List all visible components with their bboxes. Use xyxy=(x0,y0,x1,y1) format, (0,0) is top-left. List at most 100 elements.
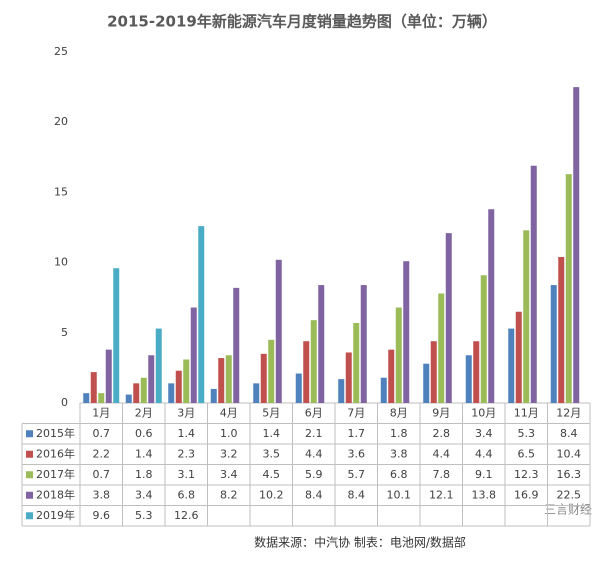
x-tick-label: 4月 xyxy=(220,406,238,419)
x-tick-label: 8月 xyxy=(390,406,408,419)
bar xyxy=(295,373,302,403)
bar xyxy=(198,226,205,403)
table-cell: 3.2 xyxy=(220,447,238,460)
legend-swatch xyxy=(26,471,33,479)
table-cell: 2.8 xyxy=(433,427,451,440)
table-cell: 16.3 xyxy=(557,468,582,481)
x-tick-label: 7月 xyxy=(347,406,365,419)
bar xyxy=(345,352,352,403)
table-cell: 7.8 xyxy=(433,468,451,481)
table-cell: 3.8 xyxy=(390,447,408,460)
table-cell: 0.7 xyxy=(93,468,111,481)
table-cell: 5.7 xyxy=(348,468,366,481)
table-cell: 6.8 xyxy=(390,468,408,481)
table-cell: 6.8 xyxy=(178,488,196,501)
legend-swatch xyxy=(26,491,33,499)
bar xyxy=(573,87,580,403)
table-cell: 3.6 xyxy=(348,447,366,460)
chart-title: 2015-2019年新能源汽车月度销量趋势图（单位：万辆） xyxy=(107,13,497,31)
bar xyxy=(90,372,97,403)
y-tick-label: 20 xyxy=(54,115,68,128)
bar xyxy=(508,328,515,403)
x-tick-label: 1月 xyxy=(92,406,110,419)
bar xyxy=(175,370,182,403)
table-cell: 10.2 xyxy=(259,488,284,501)
bar xyxy=(445,233,452,403)
table-cell: 12.3 xyxy=(514,468,539,481)
x-tick-label: 3月 xyxy=(177,406,195,419)
table-cell: 0.7 xyxy=(93,427,111,440)
bar xyxy=(210,388,217,403)
table-cell: 3.8 xyxy=(93,488,111,501)
table-cell: 4.4 xyxy=(433,447,451,460)
bar xyxy=(190,307,197,403)
table-cell: 12.6 xyxy=(174,509,199,522)
watermark: 三言财经 xyxy=(544,503,592,517)
bar xyxy=(550,285,557,403)
bar xyxy=(360,285,367,403)
bar xyxy=(105,349,112,403)
legend-label: 2016年 xyxy=(36,446,75,460)
x-tick-label: 11月 xyxy=(514,406,539,419)
table-cell: 1.4 xyxy=(178,427,196,440)
table-cell: 3.4 xyxy=(475,427,493,440)
x-tick-label: 5月 xyxy=(262,406,280,419)
table-cell: 5.3 xyxy=(135,509,153,522)
table-cell: 1.8 xyxy=(390,427,408,440)
y-tick-label: 15 xyxy=(54,185,68,198)
table-cell: 2.2 xyxy=(93,447,111,460)
bar xyxy=(403,261,410,403)
bar xyxy=(338,379,345,403)
table-cell: 8.4 xyxy=(348,488,366,501)
table-cell: 2.3 xyxy=(178,447,196,460)
x-tick-label: 2月 xyxy=(135,406,153,419)
bar xyxy=(155,328,162,403)
legend-label: 2015年 xyxy=(36,426,75,440)
bar xyxy=(218,358,225,403)
bar xyxy=(133,383,140,403)
x-tick-label: 6月 xyxy=(305,406,323,419)
bar xyxy=(168,383,175,403)
table-cell: 1.4 xyxy=(135,447,153,460)
table-cell: 10.1 xyxy=(387,488,412,501)
bar xyxy=(480,275,487,403)
bar xyxy=(83,393,90,403)
bar xyxy=(488,209,495,403)
table-cell: 10.4 xyxy=(557,447,582,460)
bar xyxy=(318,285,325,403)
bar xyxy=(530,165,537,403)
bar xyxy=(310,320,317,403)
legend-label: 2017年 xyxy=(36,467,75,481)
table-cell: 4.4 xyxy=(305,447,323,460)
bar xyxy=(125,394,132,403)
bar xyxy=(353,322,360,403)
bar xyxy=(98,393,105,403)
bar xyxy=(430,341,437,403)
bar xyxy=(113,268,120,403)
table-cell: 9.6 xyxy=(93,509,111,522)
source-note: 数据来源：中汽协 制表：电池网/数据部 xyxy=(254,535,466,550)
bar xyxy=(523,230,530,403)
legend-label: 2019年 xyxy=(36,508,75,522)
y-tick-label: 0 xyxy=(61,396,68,409)
table-cell: 12.1 xyxy=(429,488,454,501)
table-cell: 3.1 xyxy=(178,468,196,481)
bar xyxy=(388,349,395,403)
table-cell: 8.4 xyxy=(560,427,578,440)
bar xyxy=(473,341,480,403)
table-cell: 4.4 xyxy=(475,447,493,460)
bar xyxy=(395,307,402,403)
table-cell: 6.5 xyxy=(518,447,536,460)
legend-swatch xyxy=(26,450,33,458)
y-tick-label: 5 xyxy=(61,326,68,339)
legend-swatch xyxy=(26,512,33,520)
x-tick-label: 12月 xyxy=(556,406,581,419)
bar xyxy=(253,383,260,403)
table-cell: 1.0 xyxy=(220,427,238,440)
bar xyxy=(515,311,522,403)
bar xyxy=(268,339,275,403)
table-cell: 2.1 xyxy=(305,427,323,440)
legend-label: 2018年 xyxy=(36,487,75,501)
x-tick-label: 9月 xyxy=(432,406,450,419)
